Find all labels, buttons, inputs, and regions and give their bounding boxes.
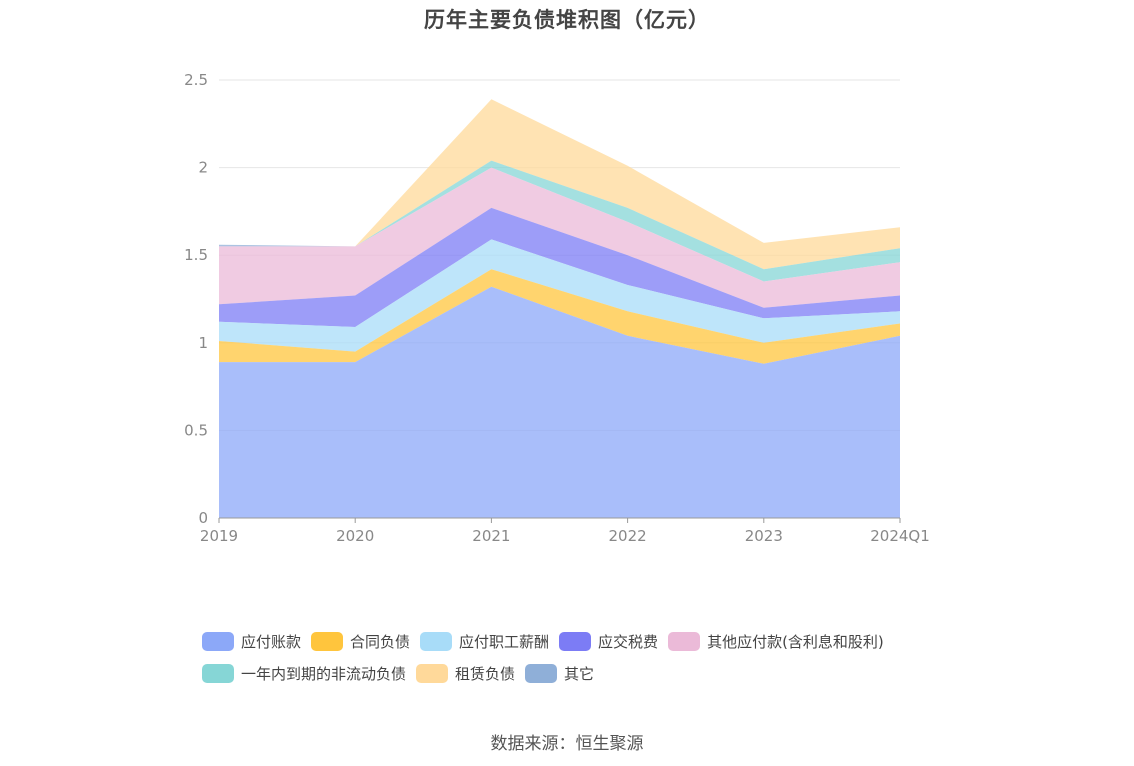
area-series-5 (219, 160, 900, 282)
legend-item[interactable]: 其它 (525, 662, 594, 684)
legend-label: 应付账款 (241, 632, 302, 651)
area-layer (219, 99, 900, 518)
y-tick-label: 2.5 (184, 71, 208, 89)
legend-label: 其它 (564, 664, 595, 683)
area-series-0 (219, 286, 900, 518)
legend-swatch (525, 663, 558, 683)
legend-item[interactable]: 应交税费 (559, 630, 658, 652)
x-tick-label: 2019 (200, 527, 238, 545)
x-tick-label: 2023 (745, 527, 783, 545)
legend: 应付账款 合同负债 应付职工薪酬 应交税费 其他应付款(含利息和股利) 一年内到期的非流动… (202, 630, 962, 684)
legend-item[interactable]: 合同负债 (311, 630, 410, 652)
x-tick-label: 2022 (609, 527, 647, 545)
area-series-2 (219, 239, 900, 352)
legend-swatch (202, 663, 234, 683)
x-tick-label: 2021 (472, 527, 510, 545)
legend-swatch (311, 631, 344, 651)
legend-item[interactable]: 应付职工薪酬 (420, 630, 549, 652)
legend-label: 其他应付款(含利息和股利) (707, 632, 884, 651)
area-series-3 (219, 207, 900, 327)
legend-label: 合同负债 (350, 632, 411, 651)
legend-label: 一年内到期的非流动负债 (241, 664, 407, 683)
legend-item[interactable]: 一年内到期的非流动负债 (202, 662, 406, 684)
legend-swatch (416, 663, 449, 683)
legend-swatch (202, 631, 234, 651)
chart-title: 历年主要负债堆积图（亿元） (424, 8, 710, 32)
area-series-6 (219, 99, 900, 270)
y-tick-label: 1.5 (184, 246, 208, 264)
legend-label: 应交税费 (598, 632, 659, 651)
legend-label: 应付职工薪酬 (459, 632, 550, 651)
x-tick-label: 2024Q1 (870, 527, 930, 545)
y-tick-label: 1 (198, 334, 208, 352)
y-tick-label: 2 (198, 159, 208, 177)
y-tick-label: 0.5 (184, 421, 208, 439)
legend-item[interactable]: 应付账款 (202, 630, 301, 652)
x-tick-label: 2020 (336, 527, 374, 545)
legend-item[interactable]: 其他应付款(含利息和股利) (668, 630, 884, 652)
area-series-1 (219, 269, 900, 364)
legend-item[interactable]: 租赁负债 (416, 662, 515, 684)
legend-swatch (420, 631, 453, 651)
area-series-7 (219, 99, 900, 247)
area-series-4 (219, 167, 900, 308)
data-source: 数据来源：恒生聚源 (490, 734, 644, 754)
legend-label: 租赁负债 (455, 664, 516, 683)
stacked-area-chart: 0 0.5 1 1.5 2 2.5 2019 2020 2021 2022 2023 2024Q1 (184, 71, 930, 545)
y-tick-label: 0 (198, 509, 208, 527)
axis-layer: 0 0.5 1 1.5 2 2.5 2019 2020 2021 2022 2023 2024Q1 (184, 71, 930, 545)
legend-swatch (559, 631, 592, 651)
legend-swatch (668, 631, 701, 651)
